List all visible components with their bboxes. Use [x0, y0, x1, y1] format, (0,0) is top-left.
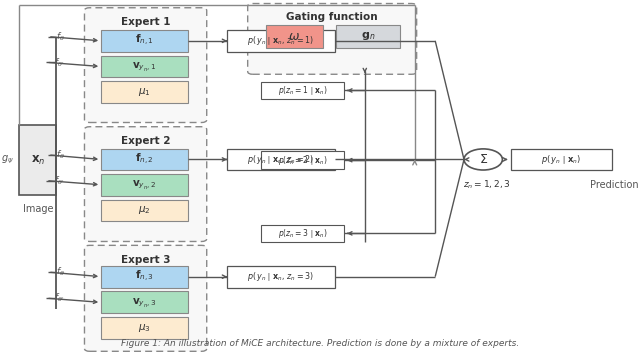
Text: $f_\theta$: $f_\theta$	[56, 30, 65, 43]
Bar	[261, 225, 344, 242]
Circle shape	[464, 149, 502, 170]
Bar	[336, 25, 400, 48]
Text: Prediction: Prediction	[590, 180, 639, 190]
Text: $\mathbf{v}_{y_n,3}$: $\mathbf{v}_{y_n,3}$	[132, 296, 157, 309]
Text: $f_{\theta'}$: $f_{\theta'}$	[54, 174, 64, 187]
Bar	[227, 30, 335, 52]
Text: Expert 1: Expert 1	[121, 17, 170, 27]
Text: $\mathbf{x}_n$: $\mathbf{x}_n$	[31, 153, 45, 167]
Bar	[511, 149, 612, 170]
Text: $z_n = 1, 2, 3$: $z_n = 1, 2, 3$	[463, 178, 510, 191]
Text: $p(z_n=2\mid\mathbf{x}_n)$: $p(z_n=2\mid\mathbf{x}_n)$	[278, 154, 328, 166]
Bar	[261, 151, 344, 169]
Text: $\mathbf{f}_{n,2}$: $\mathbf{f}_{n,2}$	[135, 152, 154, 167]
Bar	[227, 149, 335, 170]
Bar	[261, 82, 344, 99]
FancyBboxPatch shape	[248, 4, 417, 74]
Text: $\mu_1$: $\mu_1$	[138, 86, 150, 98]
Text: $\mathbf{g}_n$: $\mathbf{g}_n$	[361, 30, 375, 42]
Text: Expert 3: Expert 3	[121, 255, 170, 265]
Text: $p(\,y_n \mid \mathbf{x}_n,\,z_n=3)$: $p(\,y_n \mid \mathbf{x}_n,\,z_n=3)$	[248, 270, 314, 283]
Text: $p(\,y_n \mid \mathbf{x}_n,\,z_n=1)$: $p(\,y_n \mid \mathbf{x}_n,\,z_n=1)$	[248, 34, 314, 47]
Text: $f_\theta$: $f_\theta$	[56, 266, 65, 278]
Text: $\mu_3$: $\mu_3$	[138, 322, 151, 334]
Text: $g_\psi$: $g_\psi$	[1, 154, 14, 166]
Text: $\mathbf{f}_{n,3}$: $\mathbf{f}_{n,3}$	[135, 269, 154, 284]
Text: $\mathbf{v}_{y_n,1}$: $\mathbf{v}_{y_n,1}$	[132, 60, 156, 73]
Bar	[227, 266, 335, 288]
Bar	[101, 149, 188, 170]
Text: $f_{\theta'}$: $f_{\theta'}$	[54, 56, 64, 69]
FancyBboxPatch shape	[84, 8, 207, 122]
Bar	[266, 25, 323, 48]
Text: $f_\theta$: $f_\theta$	[56, 149, 65, 161]
Text: Gating function: Gating function	[286, 12, 378, 22]
Bar	[19, 125, 56, 195]
Bar	[101, 81, 188, 103]
Text: $\mathbf{f}_{n,1}$: $\mathbf{f}_{n,1}$	[135, 33, 154, 48]
Text: Figure 1: An illustration of MiCE architecture. Prediction is done by a mixture : Figure 1: An illustration of MiCE archit…	[121, 339, 519, 348]
Bar	[101, 291, 188, 313]
FancyBboxPatch shape	[84, 245, 207, 351]
Text: Image: Image	[22, 204, 53, 214]
Bar	[101, 266, 188, 288]
Bar	[101, 30, 188, 52]
Bar	[101, 174, 188, 196]
Text: $p(\,y_n \mid \mathbf{x}_n)$: $p(\,y_n \mid \mathbf{x}_n)$	[541, 153, 582, 166]
Text: Expert 2: Expert 2	[121, 136, 170, 146]
FancyBboxPatch shape	[84, 127, 207, 241]
Text: $\Sigma$: $\Sigma$	[479, 153, 488, 166]
Bar	[101, 317, 188, 339]
Text: $\mu_2$: $\mu_2$	[138, 205, 150, 216]
Text: $p(z_n=1\mid\mathbf{x}_n)$: $p(z_n=1\mid\mathbf{x}_n)$	[278, 84, 328, 97]
Text: $p(z_n=3\mid\mathbf{x}_n)$: $p(z_n=3\mid\mathbf{x}_n)$	[278, 227, 328, 240]
Text: $p(\,y_n \mid \mathbf{x}_n,\,z_n=2)$: $p(\,y_n \mid \mathbf{x}_n,\,z_n=2)$	[248, 153, 314, 166]
Text: $f_{\theta'}$: $f_{\theta'}$	[54, 292, 64, 304]
Bar	[101, 56, 188, 77]
Text: $\mathbf{v}_{y_n,2}$: $\mathbf{v}_{y_n,2}$	[132, 178, 156, 191]
Bar	[101, 200, 188, 221]
Text: $\omega$: $\omega$	[289, 30, 300, 43]
